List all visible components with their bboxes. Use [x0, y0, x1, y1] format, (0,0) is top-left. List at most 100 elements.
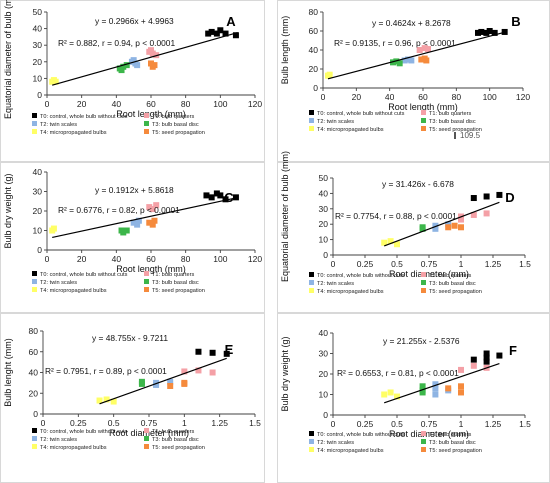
data-point-t5: [418, 56, 425, 63]
y-tick-label: 40: [319, 328, 329, 338]
data-point-t0: [205, 30, 212, 37]
regression-equation: y = 21.255x - 2.5376: [383, 336, 460, 346]
x-tick-label: 100: [213, 99, 227, 109]
data-point-t5: [445, 385, 452, 392]
trend-line: [52, 196, 238, 239]
regression-equation: y = 0.4624x + 8.2678: [372, 18, 451, 28]
legend-label-t4: T4: micropropagated bulbs: [40, 130, 107, 136]
regression-equation: y = 48.755x - 9.7211: [92, 333, 168, 343]
x-tick-label: 80: [452, 92, 462, 102]
data-point-t0: [470, 195, 477, 202]
trend-line: [383, 201, 500, 247]
data-point-t0: [222, 30, 229, 37]
legend-label-t4: T4: micropropagated bulbs: [317, 448, 384, 454]
y-tick-label: 30: [33, 40, 43, 50]
data-point-t0: [213, 190, 220, 197]
extra-label: 109.5: [460, 131, 481, 140]
x-tick-label: 0: [41, 418, 46, 428]
legend-swatch-t3: [421, 118, 426, 123]
data-point-t0: [483, 354, 490, 361]
x-axis-title: Root diameter (mm): [109, 428, 189, 438]
data-point-t5: [146, 219, 153, 226]
x-axis-title: Root length (mm): [388, 102, 458, 112]
legend-label-t4: T4: micropropagated bulbs: [40, 445, 107, 451]
data-point-t2: [432, 381, 439, 388]
data-point-t2: [408, 57, 415, 64]
data-point-t5: [149, 63, 156, 70]
x-tick-label: 80: [181, 99, 191, 109]
data-point-t3: [123, 227, 130, 234]
y-axis-title: Equatorial diameter of bulb (mm): [3, 0, 13, 119]
regression-equation: y = 31.426x - 6.678: [382, 179, 454, 189]
legend-swatch-t5: [144, 444, 149, 449]
x-tick-label: 40: [112, 254, 122, 264]
data-point-t0: [213, 30, 220, 37]
y-axis-title: Bulb length (mm): [280, 16, 290, 85]
data-point-t5: [148, 60, 154, 67]
legend-label-t5: T5: seed propagation: [429, 448, 482, 454]
data-point-t5: [445, 224, 452, 231]
y-tick-label: 30: [319, 349, 329, 359]
data-point-t3: [390, 59, 396, 66]
chart-panel-d: 0 0.25 0.5 0.75 1 1.25 1.5 0 10 20 30 40 50 Root diam…: [277, 151, 550, 313]
legend-label-t0: T0: control, whole bulb without cuts: [317, 432, 405, 438]
panel-border: [0, 162, 265, 313]
data-point-t2: [432, 391, 439, 398]
data-point-t1: [209, 369, 216, 376]
data-point-t3: [123, 62, 130, 69]
data-point-t4: [96, 397, 103, 404]
x-tick-label: 1.5: [249, 418, 261, 428]
x-axis-title: Root length (mm): [116, 109, 186, 119]
data-point-t2: [405, 56, 411, 63]
data-point-t0: [195, 348, 202, 355]
y-axis-title: Bulb lenght (mm): [3, 338, 13, 407]
x-axis-title: Root length (mm): [116, 264, 186, 274]
y-tick-label: 20: [319, 219, 329, 229]
legend-swatch-t4: [309, 447, 314, 452]
regression-equation: y = 0.1912x + 5.8618: [95, 185, 174, 195]
legend-label-t1: T1: bulb quarters: [429, 273, 471, 279]
legend-swatch-t1: [421, 431, 426, 436]
legend-swatch-t2: [309, 118, 314, 123]
data-point-t1: [149, 50, 156, 57]
regression-stats: R² = 0.6776, r = 0.82, p < 0.0001: [58, 205, 180, 215]
legend-swatch-t5: [421, 447, 426, 452]
data-point-t4: [326, 71, 333, 78]
x-tick-label: 0: [45, 99, 50, 109]
data-point-t2: [167, 378, 174, 385]
y-tick-label: 0: [33, 409, 38, 419]
data-point-t4: [381, 239, 388, 246]
y-tick-label: 10: [319, 390, 329, 400]
data-point-t0: [223, 350, 230, 357]
x-tick-label: 40: [385, 92, 395, 102]
trend-line: [327, 31, 507, 80]
y-tick-label: 50: [319, 173, 329, 183]
data-point-t2: [134, 221, 141, 228]
legend-swatch-t5: [144, 287, 149, 292]
x-tick-label: 0.25: [357, 419, 374, 429]
panel-letter: B: [511, 14, 520, 29]
y-tick-label: 80: [29, 326, 39, 336]
y-axis-title: Bulb dry weight (g): [3, 173, 13, 248]
legend-label-t2: T2: twin scales: [317, 440, 354, 446]
legend-swatch-t2: [32, 121, 37, 126]
y-tick-label: 40: [319, 188, 329, 198]
data-point-t0: [470, 356, 477, 363]
x-tick-label: 120: [248, 254, 262, 264]
x-tick-label: 60: [418, 92, 428, 102]
legend-swatch-t4: [309, 126, 314, 131]
data-point-t4: [52, 78, 59, 85]
data-point-t4: [381, 391, 388, 398]
data-point-t1: [458, 216, 464, 223]
legend-label-t4: T4: micropropagated bulbs: [317, 127, 384, 133]
legend-label-t0: T0: control, whole bulb without cuts: [317, 273, 405, 279]
data-point-t0: [483, 29, 490, 36]
data-point-t0: [217, 27, 224, 34]
legend-label-t4: T4: micropropagated bulbs: [40, 288, 107, 294]
y-tick-label: 60: [309, 26, 319, 36]
data-point-t1: [153, 202, 160, 209]
legend-label-t2: T2: twin scales: [40, 280, 77, 286]
legend-swatch-t0: [309, 110, 314, 115]
